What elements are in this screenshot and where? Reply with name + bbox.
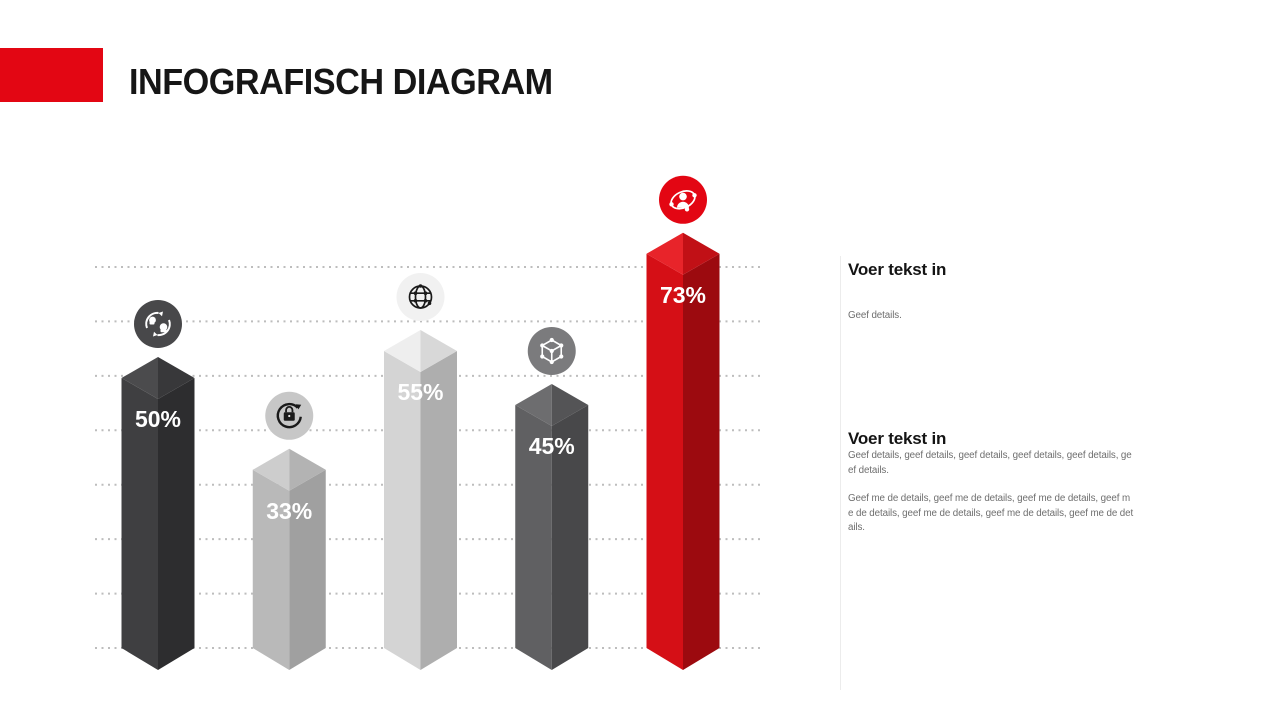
bar-face-right	[158, 378, 195, 670]
bar-value-label: 45%	[529, 433, 575, 459]
bar-face-right	[683, 253, 720, 671]
bar-top-left	[515, 384, 552, 426]
bar-face-right	[420, 351, 457, 670]
accent-block	[0, 48, 103, 102]
vertical-divider	[840, 256, 841, 690]
bar-top-left	[384, 330, 421, 372]
bar-icon-badge	[659, 175, 707, 224]
bar-face-left	[646, 253, 683, 671]
bar-value-label: 50%	[135, 406, 181, 432]
bar-50%: 50%	[121, 357, 195, 670]
bar-top-right	[420, 330, 457, 372]
page-title: INFOGRAFISCH DIAGRAM	[129, 61, 553, 102]
bar-face-right	[551, 405, 589, 670]
section-heading: Voer tekst in	[848, 429, 947, 448]
bar-33%: 33%	[252, 448, 326, 670]
bar-top-right	[289, 448, 326, 491]
bar-face-left	[252, 469, 290, 670]
bar-icon-badge	[134, 300, 182, 348]
lock-rotation-icon	[276, 402, 302, 429]
bar-value-label: 55%	[397, 379, 443, 405]
bar-top-left	[252, 448, 290, 491]
section-paragraph: Geef me de details, geef me de details, …	[848, 493, 1134, 533]
bar-face-left	[384, 351, 421, 670]
text-section-2: Voer tekst in Geef details, geef details…	[848, 429, 1134, 536]
bar-value-label: 73%	[660, 282, 706, 308]
globe-icon-nodes	[413, 284, 432, 306]
bar-73%: 73%	[646, 232, 720, 671]
bar-45%: 45%	[515, 384, 589, 670]
bar-top-right	[158, 357, 195, 399]
icon-circle	[134, 300, 182, 348]
conversation-exchange-icon	[145, 311, 171, 337]
bar-face-left	[121, 378, 158, 670]
bar-55%: 55%	[384, 330, 457, 670]
bar-top-left	[646, 232, 683, 275]
bar-value-label: 33%	[266, 498, 312, 524]
bar-icon-badge	[265, 391, 314, 440]
bar-top-right	[683, 232, 720, 275]
icon-circle	[396, 273, 445, 321]
text-section-1: Voer tekst in Geef details.	[848, 260, 1134, 324]
bar-icon-badge	[527, 327, 576, 375]
section-heading: Voer tekst in	[848, 260, 947, 279]
bar-top-left	[121, 357, 158, 399]
bar-top-right	[551, 384, 589, 426]
section-paragraph: Geef details, geef details, geef details…	[848, 450, 1132, 476]
bar-face-right	[289, 469, 326, 670]
bar-icon-badge	[396, 273, 445, 321]
section-paragraph: Geef details.	[848, 310, 902, 321]
bar-face-left	[515, 405, 552, 670]
cube-network-icon	[540, 337, 564, 365]
user-orbit-icon	[669, 190, 697, 212]
